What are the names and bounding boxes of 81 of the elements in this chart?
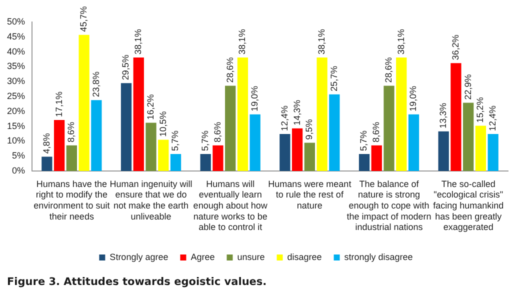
bar [396,57,407,171]
data-label: 9,5% [304,119,314,140]
bar [54,120,65,171]
x-tick-label: Humans will eventually learn enough about how nature works to be able to control it [193,178,268,232]
data-label: 25,7% [328,66,339,92]
bar [120,83,132,171]
data-label: 15,2% [475,97,486,123]
legend-label: Agree [190,252,215,262]
y-tick-label: 35% [7,61,26,72]
bar [158,140,169,171]
bar [133,57,144,171]
bar [280,134,290,171]
data-label: 28,6% [224,57,235,83]
data-label: 38,1% [316,28,327,54]
legend-label: strongly disagree [344,252,413,262]
y-tick-label: 20% [7,106,26,116]
y-tick-label: 50% [7,16,26,26]
bar [488,134,498,171]
data-label: 5,7% [200,130,210,152]
bar [225,86,236,171]
bar [408,114,420,171]
bar [384,86,394,171]
bar [358,154,370,171]
data-label: 12,4% [279,106,290,132]
legend-label: disagree [287,252,322,262]
data-label: 36,2% [450,34,460,60]
bar [66,145,77,171]
data-label: 17,1% [54,92,64,118]
data-label: 19,0% [250,86,260,112]
bar [42,156,52,171]
x-tick-label: Human ingenuity will ensure that we do not make the earth unliveable [110,178,192,222]
data-label: 8,6% [371,122,382,142]
data-label: 29,5% [120,54,131,80]
bar [292,128,303,171]
data-label: 13,3% [438,102,448,128]
data-label: 16,2% [145,94,156,120]
bar [304,142,315,171]
y-tick-label: 40% [7,46,26,56]
y-tick-label: 25% [7,90,26,101]
y-tick-label: 10% [7,136,26,146]
caption: Figure 3. Attitudes towards egoistic values. [7,276,267,288]
data-label: 12,4% [488,106,498,132]
bar [438,131,449,171]
bar [91,100,102,171]
bar [316,57,328,171]
bar [146,122,156,171]
bar [200,154,211,171]
bar [475,126,486,171]
y-tick-label: 0% [12,165,26,176]
data-label: 38,1% [396,28,406,54]
y-tick-label: 30% [7,76,26,86]
y-tick-label: 5% [12,150,26,161]
y-tick-label: 15% [7,120,26,131]
data-label: 8,6% [212,122,222,142]
data-label: 45,7% [78,6,89,32]
legend-label: Strongly agree [110,252,168,262]
data-label: 10,5% [158,111,168,137]
legend-label: unsure [237,252,265,262]
bar [78,34,90,171]
bar [170,154,182,171]
bar [463,102,474,171]
data-label: 28,6% [383,57,394,83]
data-label: 5,7% [170,130,180,152]
bar [450,63,462,171]
data-label: 14,3% [292,100,302,126]
bar [371,145,382,171]
x-tick-label: The so-called "ecological crisis" facing humankind has been greatly exaggerated [433,178,504,232]
data-label: 19,0% [408,86,418,112]
data-label: 5,7% [358,130,369,152]
data-label: 38,1% [133,28,144,54]
x-tick-label: Humans have the right to modify the environment to suit their needs [34,178,110,222]
bar [212,145,224,171]
bar [237,57,248,171]
bar [250,114,260,171]
bar [329,94,340,171]
data-label: 4,8% [41,133,52,154]
data-label: 22,9% [462,74,473,100]
data-label: 8,6% [66,122,76,142]
data-label: 38,1% [237,28,248,54]
y-tick-label: 45% [7,31,26,42]
data-label: 23,8% [90,72,101,98]
